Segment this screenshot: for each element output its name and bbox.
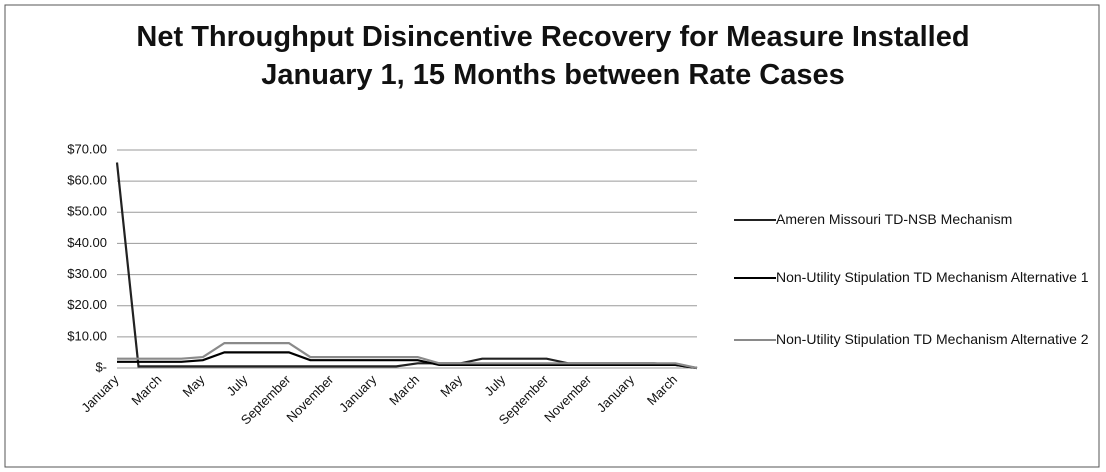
- x-tick-label: March: [386, 372, 422, 408]
- x-tick-label: November: [283, 371, 336, 424]
- legend-swatch: [734, 339, 776, 341]
- y-tick-label: $30.00: [67, 266, 107, 281]
- x-tick-label: July: [481, 372, 508, 399]
- y-tick-label: $10.00: [67, 328, 107, 343]
- chart-border: [4, 4, 1100, 468]
- y-tick-label: $40.00: [67, 235, 107, 250]
- series-line: [117, 351, 698, 370]
- x-tick-label: November: [541, 371, 594, 424]
- legend-item: Ameren Missouri TD-NSB Mechanism: [734, 210, 1094, 229]
- x-tick-label: January: [594, 372, 638, 416]
- legend-swatch: [734, 277, 776, 279]
- x-tick-label: March: [644, 372, 680, 408]
- legend-label: Ameren Missouri TD-NSB Mechanism: [776, 211, 1013, 227]
- series-line: [117, 342, 698, 370]
- legend-label: Non-Utility Stipulation TD Mechanism Alt…: [776, 269, 1089, 285]
- y-tick-label: $50.00: [67, 204, 107, 219]
- legend-item: Non-Utility Stipulation TD Mechanism Alt…: [734, 330, 1094, 349]
- x-tick-label: January: [336, 372, 380, 416]
- chart-title: Net Throughput Disincentive Recovery for…: [136, 21, 970, 91]
- y-tick-label: $20.00: [67, 297, 107, 312]
- y-tick-label: $60.00: [67, 173, 107, 188]
- x-tick-label: March: [128, 372, 164, 408]
- legend-label: Non-Utility Stipulation TD Mechanism Alt…: [776, 331, 1089, 347]
- y-tick-label: $-: [95, 359, 107, 374]
- y-tick-label: $70.00: [67, 141, 107, 156]
- legend-item: Non-Utility Stipulation TD Mechanism Alt…: [734, 268, 1094, 287]
- x-tick-label: July: [223, 372, 250, 399]
- x-tick-label: January: [78, 372, 122, 416]
- x-tick-label: May: [180, 372, 208, 400]
- x-tick-label: May: [437, 372, 465, 400]
- legend-swatch: [734, 219, 776, 221]
